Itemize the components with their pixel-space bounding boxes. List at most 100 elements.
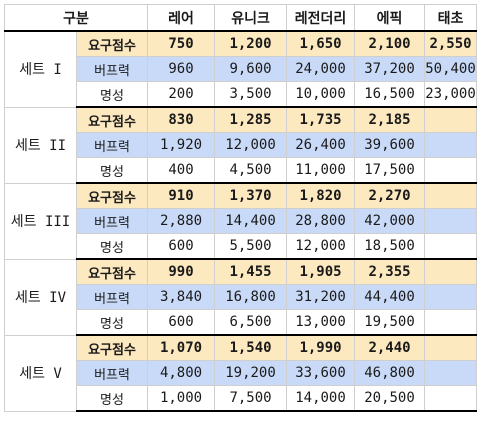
value-cell: 14,400 <box>214 208 288 234</box>
buff-power-row: 버프력 960 9,600 24,000 37,200 50,400 <box>5 56 478 82</box>
empty-cell <box>424 208 478 234</box>
value-cell: 16,500 <box>354 81 426 108</box>
header-legendary: 레전더리 <box>286 4 356 32</box>
row-label: 명성 <box>75 309 149 336</box>
set-name: 세트 V <box>4 334 77 412</box>
value-cell: 910 <box>147 182 216 209</box>
value-cell: 990 <box>147 258 216 285</box>
value-cell: 28,800 <box>286 208 356 234</box>
value-cell: 13,000 <box>286 309 356 336</box>
value-cell: 4,500 <box>214 157 288 184</box>
empty-cell <box>424 106 478 133</box>
row-label: 명성 <box>75 81 149 108</box>
value-cell: 2,185 <box>354 106 426 133</box>
value-cell: 11,000 <box>286 157 356 184</box>
required-score-row: 세트 IV 요구점수 990 1,455 1,905 2,355 <box>4 258 478 336</box>
value-cell: 1,000 <box>147 385 216 412</box>
value-cell: 1,540 <box>214 334 288 361</box>
value-cell: 44,400 <box>354 284 426 310</box>
empty-cell <box>424 182 478 209</box>
row-label: 버프력 <box>75 208 149 234</box>
required-score-row: 세트 I 요구점수 750 1,200 1,650 2,100 2,550 <box>4 30 478 108</box>
fame-row: 명성 1,000 7,500 14,000 20,500 <box>5 385 478 412</box>
value-cell: 33,600 <box>286 360 356 386</box>
value-cell: 2,440 <box>354 334 426 361</box>
value-cell: 1,200 <box>214 30 288 57</box>
value-cell: 1,650 <box>286 30 356 57</box>
value-cell: 600 <box>147 309 216 336</box>
value-cell: 2,355 <box>354 258 426 285</box>
value-cell: 24,000 <box>286 56 356 82</box>
value-cell: 2,550 <box>424 30 478 57</box>
value-cell: 1,285 <box>214 106 288 133</box>
value-cell: 200 <box>147 81 216 108</box>
value-cell: 39,600 <box>354 132 426 158</box>
value-cell: 830 <box>147 106 216 133</box>
row-label: 요구점수 <box>75 106 149 133</box>
header-unique: 유니크 <box>214 4 288 32</box>
header-row: 구분 레어 유니크 레전더리 에픽 태초 <box>3 4 478 32</box>
value-cell: 26,400 <box>286 132 356 158</box>
row-label: 명성 <box>75 157 149 184</box>
row-label: 버프력 <box>75 56 149 82</box>
empty-cell <box>424 132 478 158</box>
value-cell: 400 <box>147 157 216 184</box>
empty-cell <box>424 309 478 336</box>
value-cell: 10,000 <box>286 81 356 108</box>
value-cell: 20,500 <box>354 385 426 412</box>
fame-row: 명성 200 3,500 10,000 16,500 23,000 <box>5 81 478 108</box>
value-cell: 19,500 <box>354 309 426 336</box>
set-name: 세트 II <box>4 106 77 184</box>
value-cell: 1,455 <box>214 258 288 285</box>
row-label: 명성 <box>75 385 149 412</box>
value-cell: 6,500 <box>214 309 288 336</box>
empty-cell <box>424 284 478 310</box>
value-cell: 1,370 <box>214 182 288 209</box>
buff-power-row: 버프력 4,800 19,200 33,600 46,800 <box>5 360 478 386</box>
empty-cell <box>424 385 478 412</box>
value-cell: 3,840 <box>147 284 216 310</box>
row-label: 요구점수 <box>75 182 149 209</box>
required-score-row: 세트 V 요구점수 1,070 1,540 1,990 2,440 <box>4 334 478 412</box>
value-cell: 37,200 <box>354 56 426 82</box>
value-cell: 600 <box>147 233 216 260</box>
header-rare: 레어 <box>147 4 216 32</box>
value-cell: 50,400 <box>424 56 478 82</box>
value-cell: 14,000 <box>286 385 356 412</box>
table-body: 세트 I 요구점수 750 1,200 1,650 2,100 2,550 버프력 960 9,6… <box>4 30 478 412</box>
row-label: 명성 <box>75 233 149 260</box>
value-cell: 2,100 <box>354 30 426 57</box>
header-primeval: 태초 <box>424 4 478 32</box>
value-cell: 9,600 <box>214 56 288 82</box>
buff-power-row: 버프력 3,840 16,800 31,200 44,400 <box>5 284 478 310</box>
set-name: 세트 III <box>4 182 77 260</box>
value-cell: 2,270 <box>354 182 426 209</box>
value-cell: 17,500 <box>354 157 426 184</box>
header-epic: 에픽 <box>354 4 426 32</box>
empty-cell <box>424 360 478 386</box>
row-label: 요구점수 <box>75 334 149 361</box>
empty-cell <box>424 258 478 285</box>
value-cell: 16,800 <box>214 284 288 310</box>
set-stats-table: 구분 레어 유니크 레전더리 에픽 태초 세트 I 요구점수 750 1,200 1,6… <box>3 4 478 412</box>
fame-row: 명성 600 5,500 12,000 18,500 <box>5 233 478 260</box>
value-cell: 1,990 <box>286 334 356 361</box>
value-cell: 3,500 <box>214 81 288 108</box>
value-cell: 31,200 <box>286 284 356 310</box>
empty-cell <box>424 334 478 361</box>
value-cell: 12,000 <box>286 233 356 260</box>
row-label: 버프력 <box>75 284 149 310</box>
header-category: 구분 <box>3 4 149 32</box>
buff-power-row: 버프력 2,880 14,400 28,800 42,000 <box>5 208 478 234</box>
fame-row: 명성 600 6,500 13,000 19,500 <box>5 309 478 336</box>
value-cell: 960 <box>147 56 216 82</box>
value-cell: 1,905 <box>286 258 356 285</box>
empty-cell <box>424 157 478 184</box>
value-cell: 12,000 <box>214 132 288 158</box>
value-cell: 2,880 <box>147 208 216 234</box>
set-name: 세트 I <box>4 30 77 108</box>
value-cell: 1,070 <box>147 334 216 361</box>
row-label: 요구점수 <box>75 258 149 285</box>
value-cell: 23,000 <box>424 81 478 108</box>
buff-power-row: 버프력 1,920 12,000 26,400 39,600 <box>5 132 478 158</box>
